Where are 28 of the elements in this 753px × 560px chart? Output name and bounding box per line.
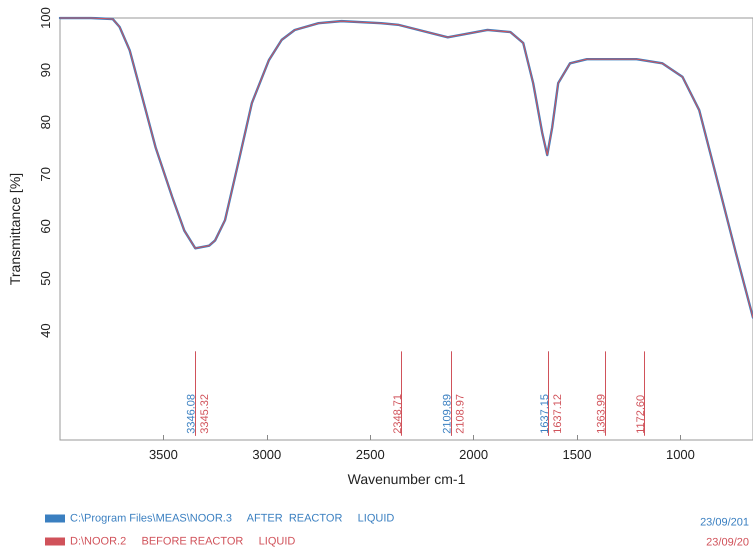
ref-line-label: 1637.15 [539, 394, 552, 434]
y-tick-label: 40 [38, 323, 53, 338]
x-tick-label: 3000 [252, 447, 282, 462]
legend-label: C:\Program Files\MEAS\NOOR.3 AFTER REACTOR LIQUID [70, 512, 394, 524]
ref-line-label: 2109.89 [441, 394, 454, 434]
ref-line-label: 1637.12 [552, 394, 564, 434]
y-tick-label: 90 [38, 62, 53, 78]
y-axis-title: Transmittance [%] [7, 172, 23, 286]
ref-line-label: 3346.08 [186, 394, 198, 434]
y-tick-label: 50 [38, 271, 53, 286]
y-tick-label: 80 [38, 114, 53, 130]
y-tick-label: 60 [38, 219, 53, 234]
x-tick-label: 1000 [666, 447, 695, 462]
x-axis-title: Wavenumber cm-1 [348, 471, 466, 487]
ref-line-label: 2348.71 [392, 394, 404, 434]
x-tick-label: 1500 [562, 447, 592, 462]
legend-label: D:\NOOR.2 BEFORE REACTOR LIQUID [70, 536, 296, 548]
y-tick-label: 70 [38, 167, 53, 182]
text: 23/09/201 [700, 516, 749, 528]
x-tick-label: 2000 [459, 447, 488, 462]
ref-line-label: 1172.60 [635, 394, 648, 434]
ref-line-label: 2108.97 [454, 394, 467, 434]
ref-line-label: 1363.99 [596, 394, 608, 434]
x-tick-label: 2500 [356, 447, 385, 462]
y-tick-label: 100 [38, 7, 53, 29]
ref-line-label: 3345.32 [198, 394, 211, 434]
x-tick-label: 3500 [148, 447, 178, 462]
text: 23/09/20 [706, 536, 750, 548]
